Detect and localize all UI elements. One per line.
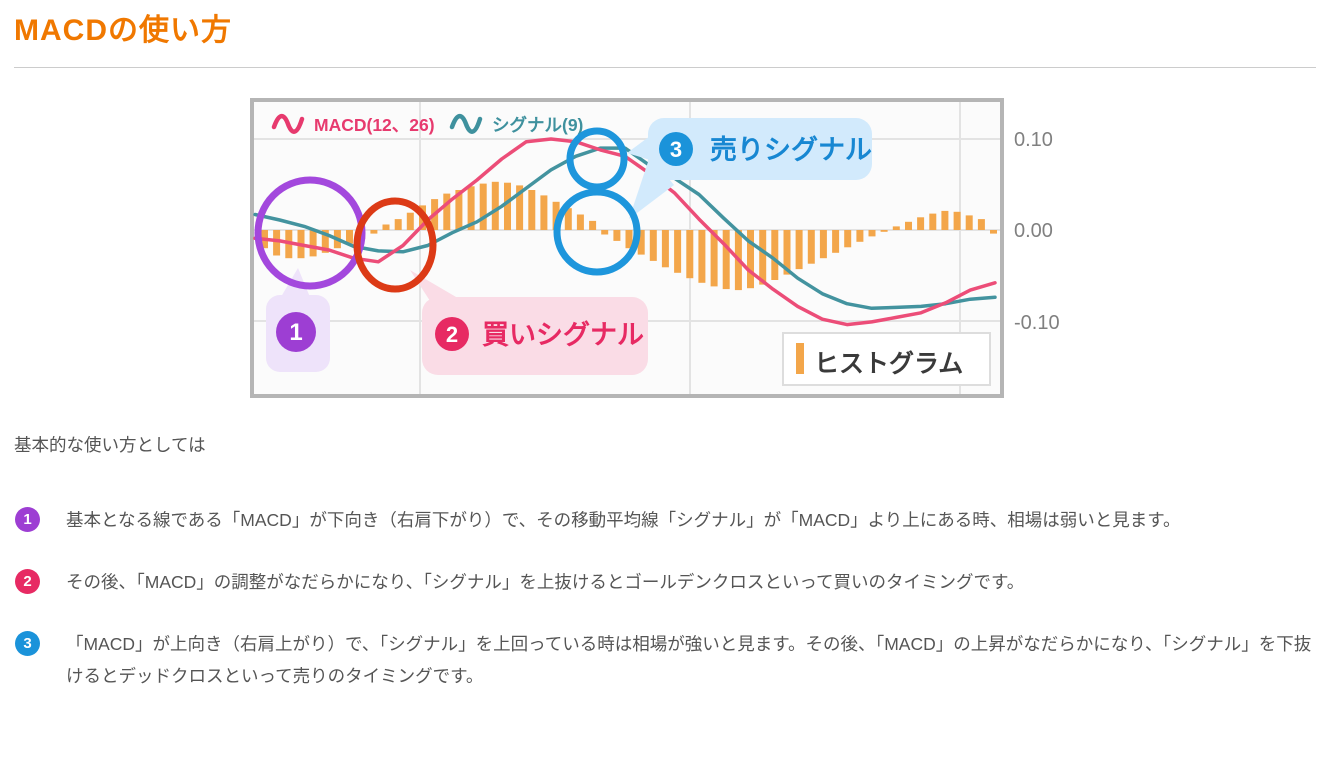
annotation-circle-3-lower — [553, 188, 641, 276]
histogram-bar — [637, 230, 645, 255]
macd-annotated-chart: MACD(12、26) シグナル(9) 0.10 0.00 -0.10 1 2 買いシグナル 3… — [250, 98, 1060, 398]
histogram-bar — [649, 230, 657, 261]
histogram-bar — [856, 230, 864, 242]
histogram-bar — [528, 190, 536, 230]
histogram-bar — [892, 226, 900, 230]
histogram-bar — [990, 230, 997, 234]
histogram-bar — [698, 230, 706, 283]
macd-legend-wave-icon — [271, 113, 305, 134]
usage-item-1: 1 基本となる線である「MACD」が下向き（右肩下がり）で、その移動平均線「シグ… — [14, 504, 1316, 536]
histogram-bar — [686, 230, 694, 279]
histogram-bar — [540, 195, 548, 230]
histogram-bar — [382, 224, 390, 230]
histogram-bar — [491, 181, 499, 230]
macd-legend-label: MACD(12、26) — [314, 115, 435, 135]
histogram-bar — [771, 230, 779, 280]
bubble-3-tail-upper — [627, 136, 650, 160]
histogram-bar — [759, 230, 767, 285]
histogram-bar — [443, 193, 451, 230]
step-3-text: 「MACD」が上向き（右肩上がり）で、「シグナル」を上回っている時は相場が強いと… — [66, 634, 1312, 686]
histogram-bar — [661, 230, 669, 268]
buy-signal-label: 買いシグナル — [482, 319, 644, 350]
bubble-3-badge — [659, 132, 693, 166]
bubble-1-number: 1 — [289, 319, 302, 346]
annotation-circle-1 — [254, 176, 366, 290]
histogram-bar — [783, 230, 791, 275]
histogram-bar — [370, 230, 378, 234]
histogram-bar — [953, 211, 961, 230]
step-3-badge: 3 — [15, 631, 40, 656]
histogram-legend-box — [782, 332, 991, 386]
histogram-legend-label: ヒストグラム — [814, 350, 963, 378]
macd-chart-figure: MACD(12、26) シグナル(9) 0.10 0.00 -0.10 1 2 買いシグナル 3… — [250, 98, 1316, 398]
histogram-bar — [589, 220, 597, 230]
histogram-bar — [795, 230, 803, 270]
histogram-legend-bar-icon — [796, 343, 804, 374]
step-2-text: その後、「MACD」の調整がなだらかになり、「シグナル」を上抜けるとゴールデンク… — [66, 572, 1025, 592]
histogram-bar — [309, 230, 317, 257]
histogram-bar — [929, 213, 937, 230]
histogram-bar — [747, 230, 754, 289]
histogram-bar — [552, 201, 560, 230]
histogram-bar — [467, 186, 475, 230]
signal-legend-label: シグナル(9) — [492, 115, 583, 135]
y-axis-label: 0.00 — [1014, 220, 1053, 242]
histogram-bar — [917, 217, 925, 230]
histogram-bar — [868, 230, 876, 237]
histogram-bar — [273, 230, 281, 256]
histogram-bar — [674, 230, 682, 273]
sell-signal-label: 売りシグナル — [710, 134, 872, 165]
histogram-bar — [819, 230, 827, 259]
histogram-bar — [601, 230, 609, 235]
usage-list: 1 基本となる線である「MACD」が下向き（右肩下がり）で、その移動平均線「シグ… — [14, 504, 1316, 692]
histogram-bar — [516, 185, 524, 230]
histogram-bar — [479, 183, 487, 230]
histogram-bar — [844, 230, 852, 248]
histogram-bar — [613, 230, 621, 241]
y-axis-label: -0.10 — [1014, 312, 1060, 334]
histogram-bar — [710, 230, 718, 287]
histogram-bar — [965, 215, 973, 230]
bubble-2-badge — [435, 317, 469, 351]
histogram-bar — [832, 230, 840, 253]
bubble-3-number: 3 — [670, 137, 682, 162]
title-divider — [14, 67, 1316, 68]
histogram-bar — [880, 230, 888, 232]
histogram-bar — [564, 208, 572, 230]
histogram-bar — [722, 230, 730, 290]
bubble-2 — [422, 297, 648, 375]
bubble-1-badge — [276, 312, 316, 352]
bubble-2-number: 2 — [446, 322, 458, 347]
histogram-bar — [905, 221, 912, 230]
histogram-bar — [394, 219, 402, 230]
step-2-badge: 2 — [15, 569, 40, 594]
page-title: MACDの使い方 — [14, 14, 232, 47]
bubble-3 — [648, 118, 872, 180]
histogram-bar — [406, 212, 414, 230]
bubble-2-tail — [410, 270, 468, 304]
y-axis-label: 0.10 — [1014, 129, 1053, 151]
histogram-bar — [625, 230, 633, 249]
annotation-circle-2 — [353, 197, 437, 293]
step-1-text: 基本となる線である「MACD」が下向き（右肩下がり）で、その移動平均線「シグナル… — [66, 510, 1181, 530]
histogram-bar — [455, 190, 463, 230]
usage-item-3: 3 「MACD」が上向き（右肩上がり）で、「シグナル」を上回っている時は相場が強… — [14, 628, 1316, 692]
histogram-bar — [321, 230, 329, 253]
histogram-bar — [576, 214, 584, 230]
article-page: MACDの使い方 MACD(12、26) シグナル(9) 0.10 0.00 -0.10… — [14, 14, 1316, 692]
intro-text: 基本的な使い方としては — [14, 435, 206, 455]
histogram-bar — [504, 182, 511, 230]
histogram-bar — [346, 230, 353, 244]
histogram-bar — [977, 219, 985, 230]
signal-legend-wave-icon — [449, 113, 483, 134]
usage-item-2: 2 その後、「MACD」の調整がなだらかになり、「シグナル」を上抜けるとゴールデ… — [14, 566, 1316, 598]
histogram-bar — [941, 210, 949, 230]
step-1-badge: 1 — [15, 507, 40, 532]
histogram-bar — [807, 230, 815, 264]
annotation-circle-3-upper — [566, 127, 628, 191]
